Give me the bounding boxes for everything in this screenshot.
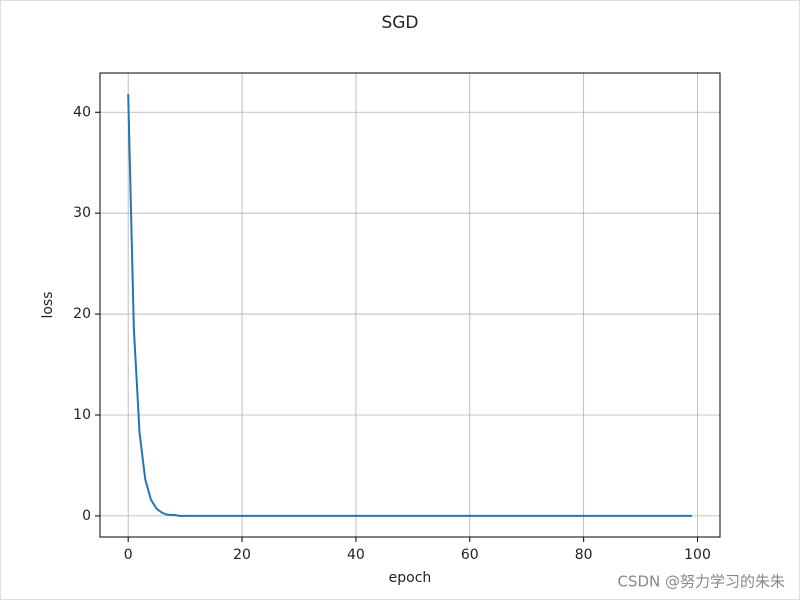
- line: [127, 94, 692, 517]
- y-tick-label: 20: [73, 306, 91, 322]
- plot-frame: [99, 72, 721, 538]
- x-tick-label: 100: [684, 547, 711, 563]
- x-axis-label: epoch: [389, 570, 432, 586]
- x-tick-label: 80: [575, 547, 593, 563]
- x-tick-label: 40: [347, 547, 365, 563]
- watermark: CSDN @努力学习的朱朱: [617, 573, 785, 591]
- y-tick-label: 10: [73, 407, 91, 423]
- y-tick-label: 30: [73, 205, 91, 221]
- y-tick-label: 0: [82, 508, 91, 524]
- x-tick-label: 60: [461, 547, 479, 563]
- y-tick-label: 40: [73, 104, 91, 120]
- x-tick-label: 20: [233, 547, 251, 563]
- chart-title: SGD: [381, 13, 418, 33]
- y-axis-label: loss: [40, 291, 56, 318]
- x-tick-label: 0: [124, 547, 133, 563]
